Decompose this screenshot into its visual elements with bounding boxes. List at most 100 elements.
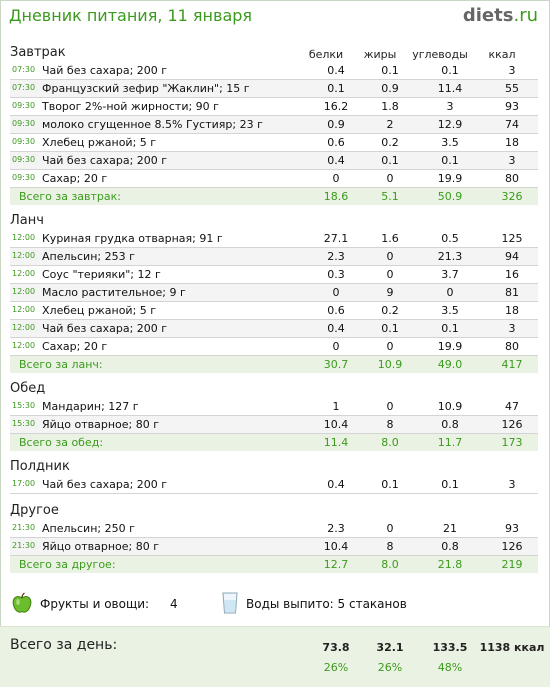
table-row[interactable]: 09:30 Творог 2%-ной жирности; 90 г 16.2 1.8… <box>10 98 538 116</box>
table-row[interactable]: 15:30 Яйцо отварное; 80 г 10.4 8 0.8 126 <box>10 416 538 434</box>
cell-fat: 0.2 <box>365 304 415 317</box>
meal-section-title: Другое <box>10 503 59 518</box>
food-name: Яйцо отварное; 80 г <box>42 540 159 553</box>
cell-carbs: 0.1 <box>414 154 486 167</box>
day-total-protein: 73.8 <box>306 641 366 654</box>
day-protein-percent: 26% <box>306 661 366 674</box>
meal-total-label: Всего за ланч: <box>19 358 103 371</box>
cell-kcal: 3 <box>486 154 538 167</box>
meal-total-row: Всего за ланч: 30.7 10.9 49.0 417 <box>10 356 538 373</box>
total-protein: 11.4 <box>306 436 366 449</box>
table-row[interactable]: 09:30 Сахар; 20 г 0 0 19.9 80 <box>10 170 538 188</box>
cell-protein: 0.4 <box>306 64 366 77</box>
time-label: 09:30 <box>12 101 35 110</box>
meal-total-label: Всего за завтрак: <box>19 190 121 203</box>
cell-fat: 0 <box>365 522 415 535</box>
time-label: 09:30 <box>12 173 35 182</box>
cell-fat: 0.1 <box>365 478 415 491</box>
cell-kcal: 16 <box>486 268 538 281</box>
logo-text: diets <box>463 5 514 26</box>
table-row[interactable]: 21:30 Яйцо отварное; 80 г 10.4 8 0.8 126 <box>10 538 538 556</box>
food-name: Французский зефир "Жаклин"; 15 г <box>42 82 250 95</box>
cell-protein: 27.1 <box>306 232 366 245</box>
cell-fat: 0.2 <box>365 136 415 149</box>
table-row[interactable]: 12:00 Куриная грудка отварная; 91 г 27.1 1.… <box>10 230 538 248</box>
cell-carbs: 19.9 <box>414 340 486 353</box>
day-fat-percent: 26% <box>365 661 415 674</box>
meal-total-row: Всего за другое: 12.7 8.0 21.8 219 <box>10 556 538 573</box>
time-label: 09:30 <box>12 155 35 164</box>
day-total-fat: 32.1 <box>365 641 415 654</box>
food-name: Чай без сахара; 200 г <box>42 478 167 491</box>
table-row[interactable]: 12:00 Масло растительное; 9 г 0 9 0 81 <box>10 284 538 302</box>
food-name: Сахар; 20 г <box>42 340 107 353</box>
cell-protein: 1 <box>306 400 366 413</box>
cell-fat: 0 <box>365 250 415 263</box>
total-kcal: 219 <box>486 558 538 571</box>
cell-fat: 1.6 <box>365 232 415 245</box>
header: Дневник питания, 11 января diets.ru <box>0 0 550 36</box>
cell-kcal: 3 <box>486 478 538 491</box>
cell-protein: 0 <box>306 340 366 353</box>
cell-fat: 0 <box>365 268 415 281</box>
food-name: Куриная грудка отварная; 91 г <box>42 232 223 245</box>
meal-section-title: Завтрак <box>10 45 66 60</box>
time-label: 09:30 <box>12 119 35 128</box>
total-protein: 30.7 <box>306 358 366 371</box>
table-row[interactable]: 12:00 Апельсин; 253 г 2.3 0 21.3 94 <box>10 248 538 266</box>
cell-protein: 10.4 <box>306 540 366 553</box>
meal-total-row: Всего за завтрак: 18.6 5.1 50.9 326 <box>10 188 538 205</box>
time-label: 15:30 <box>12 401 35 410</box>
total-protein: 12.7 <box>306 558 366 571</box>
table-row[interactable]: 09:30 Хлебец ржаной; 5 г 0.6 0.2 3.5 18 <box>10 134 538 152</box>
food-name: Масло растительное; 9 г <box>42 286 186 299</box>
meal-section-title: Полдник <box>10 459 70 474</box>
table-row[interactable]: 07:30 Французский зефир "Жаклин"; 15 г 0.1… <box>10 80 538 98</box>
time-label: 15:30 <box>12 419 35 428</box>
cell-protein: 2.3 <box>306 522 366 535</box>
food-name: Чай без сахара; 200 г <box>42 64 167 77</box>
table-row[interactable]: 12:00 Соус "терияки"; 12 г 0.3 0 3.7 16 <box>10 266 538 284</box>
table-row[interactable]: 21:30 Апельсин; 250 г 2.3 0 21 93 <box>10 520 538 538</box>
cell-carbs: 3 <box>414 100 486 113</box>
cell-carbs: 0.5 <box>414 232 486 245</box>
cell-fat: 0.1 <box>365 64 415 77</box>
table-row[interactable]: 09:30 молоко сгущенное 8.5% Густияр; 23 г… <box>10 116 538 134</box>
time-label: 12:00 <box>12 287 35 296</box>
food-name: Творог 2%-ной жирности; 90 г <box>42 100 219 113</box>
cell-protein: 0 <box>306 286 366 299</box>
day-total-kcal: 1138 ккал <box>476 641 548 654</box>
meal-total-label: Всего за обед: <box>19 436 103 449</box>
table-row[interactable]: 17:00 Чай без сахара; 200 г 0.4 0.1 0.1 3 <box>10 476 538 494</box>
cell-carbs: 21.3 <box>414 250 486 263</box>
food-name: Хлебец ржаной; 5 г <box>42 304 156 317</box>
site-logo[interactable]: diets.ru <box>463 5 538 26</box>
time-label: 12:00 <box>12 233 35 242</box>
table-row[interactable]: 15:30 Мандарин; 127 г 1 0 10.9 47 <box>10 398 538 416</box>
cell-protein: 0.9 <box>306 118 366 131</box>
table-row[interactable]: 12:00 Хлебец ржаной; 5 г 0.6 0.2 3.5 18 <box>10 302 538 320</box>
table-row[interactable]: 12:00 Чай без сахара; 200 г 0.4 0.1 0.1 3 <box>10 320 538 338</box>
column-header-protein: белки <box>296 48 356 61</box>
food-name: Апельсин; 250 г <box>42 522 135 535</box>
total-kcal: 173 <box>486 436 538 449</box>
cell-kcal: 74 <box>486 118 538 131</box>
total-carbs: 49.0 <box>414 358 486 371</box>
total-protein: 18.6 <box>306 190 366 203</box>
food-name: молоко сгущенное 8.5% Густияр; 23 г <box>42 118 263 131</box>
cell-kcal: 94 <box>486 250 538 263</box>
cell-carbs: 3.7 <box>414 268 486 281</box>
table-row[interactable]: 07:30 Чай без сахара; 200 г 0.4 0.1 0.1 3 <box>10 62 538 80</box>
cell-carbs: 21 <box>414 522 486 535</box>
cell-fat: 2 <box>365 118 415 131</box>
cell-fat: 8 <box>365 540 415 553</box>
food-name: Чай без сахара; 200 г <box>42 154 167 167</box>
total-fat: 10.9 <box>365 358 415 371</box>
cell-fat: 0.9 <box>365 82 415 95</box>
table-row[interactable]: 09:30 Чай без сахара; 200 г 0.4 0.1 0.1 3 <box>10 152 538 170</box>
column-header-carbs: углеводы <box>404 48 476 61</box>
table-row[interactable]: 12:00 Сахар; 20 г 0 0 19.9 80 <box>10 338 538 356</box>
cell-protein: 0.3 <box>306 268 366 281</box>
total-kcal: 326 <box>486 190 538 203</box>
cell-protein: 10.4 <box>306 418 366 431</box>
